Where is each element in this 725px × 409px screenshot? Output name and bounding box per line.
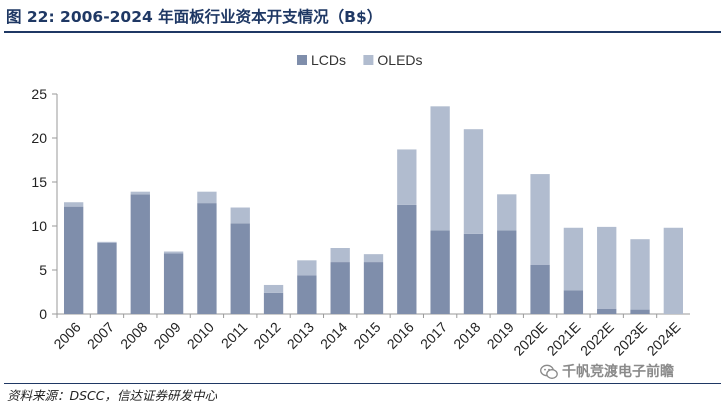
x-tick-label: 2010 — [184, 319, 217, 352]
bar-lcds — [563, 290, 584, 314]
x-tick-label: 2008 — [117, 319, 150, 352]
x-tick-label: 2013 — [284, 319, 317, 352]
bar-oleds — [297, 260, 317, 276]
bar-oleds — [597, 226, 617, 309]
bar-lcds — [363, 262, 384, 314]
x-tick-label: 2014 — [317, 319, 350, 352]
x-tick-label: 2017 — [417, 319, 450, 352]
y-tick-label: 5 — [39, 262, 47, 278]
source-divider — [4, 383, 721, 384]
bar-lcds — [597, 308, 617, 314]
bar-lcds — [397, 204, 417, 314]
wechat-icon — [540, 364, 558, 379]
x-tick-label: 2023E — [610, 319, 650, 359]
bar-lcds — [63, 206, 84, 314]
bar-lcds — [130, 194, 150, 314]
bar-oleds — [363, 254, 384, 263]
bar-lcds — [163, 253, 184, 314]
x-tick-label: 2012 — [250, 319, 283, 352]
bar-oleds — [197, 191, 217, 204]
y-tick-label: 0 — [39, 306, 47, 322]
bar-oleds — [397, 149, 417, 205]
y-tick-label: 15 — [31, 174, 47, 190]
title-underline — [4, 31, 721, 33]
bar-oleds — [97, 241, 117, 243]
y-tick-label: 20 — [31, 130, 47, 146]
bar-oleds — [663, 227, 684, 314]
bar-lcds — [530, 264, 550, 314]
bar-lcds — [330, 262, 350, 314]
bar-oleds — [230, 207, 250, 224]
bar-oleds — [530, 174, 550, 265]
bar-oleds — [430, 106, 450, 231]
source-note: 资料来源：DSCC，信达证券研发中心 — [7, 388, 218, 403]
bar-oleds — [330, 248, 350, 263]
watermark: 千帆竞渡电子前瞻 — [540, 362, 674, 382]
bar-oleds — [163, 251, 184, 254]
bar-lcds — [97, 242, 117, 314]
y-tick-label: 10 — [31, 218, 47, 234]
bar-oleds — [263, 284, 284, 293]
bar-oleds — [130, 191, 150, 195]
legend-swatch-lcds — [297, 55, 307, 65]
x-tick-label: 2018 — [450, 319, 483, 352]
bar-lcds — [230, 223, 250, 314]
legend-label-oleds: OLEDs — [377, 52, 422, 68]
watermark-text: 千帆竞渡电子前瞻 — [562, 364, 674, 380]
legend-swatch-oleds — [363, 55, 374, 65]
y-tick-label: 25 — [31, 86, 47, 102]
bar-oleds — [63, 202, 84, 207]
bar-oleds — [563, 227, 584, 291]
bar-lcds — [263, 292, 284, 314]
x-tick-label: 2011 — [218, 319, 251, 352]
x-tick-label: 2021E — [544, 319, 584, 359]
x-tick-label: 2007 — [84, 319, 117, 352]
x-tick-label: 2016 — [384, 319, 417, 352]
bar-lcds — [630, 309, 650, 314]
x-tick-label: 2015 — [350, 319, 383, 352]
x-tick-label: 2009 — [150, 319, 183, 352]
bar-lcds — [430, 230, 450, 314]
x-tick-label: 2022E — [577, 319, 617, 359]
x-tick-label: 2006 — [50, 319, 83, 352]
bar-lcds — [463, 233, 484, 314]
x-tick-label: 2024E — [644, 319, 684, 359]
figure-title: 图 22: 2006-2024 年面板行业资本开支情况（B$） — [6, 8, 383, 26]
bar-oleds — [497, 194, 517, 231]
bar-lcds — [497, 230, 517, 314]
bar-lcds — [197, 203, 217, 314]
bar-oleds — [630, 239, 650, 310]
bar-oleds — [463, 129, 484, 234]
x-tick-label: 2020E — [510, 319, 550, 359]
legend-label-lcds: LCDs — [311, 52, 346, 68]
bar-lcds — [297, 275, 317, 314]
